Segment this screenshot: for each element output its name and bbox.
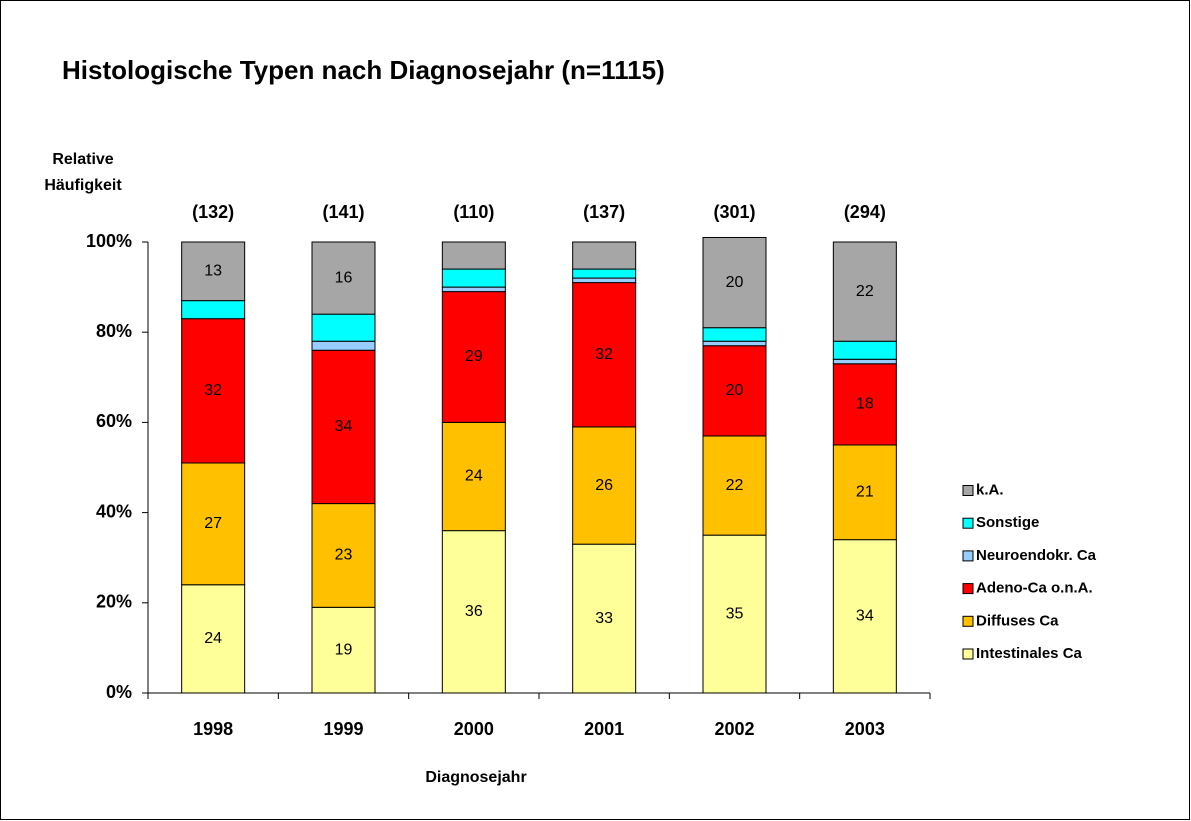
- data-label: 27: [204, 515, 222, 532]
- bar-segment: [702, 327, 767, 342]
- data-label: 13: [204, 263, 222, 280]
- legend-swatch: [962, 648, 974, 660]
- bar-segment: [181, 300, 246, 320]
- x-tick-label: 2000: [454, 719, 494, 739]
- bar-segment: [311, 313, 376, 342]
- data-label: 19: [335, 641, 353, 658]
- bar-segment: [441, 286, 506, 293]
- x-tick-label: 1999: [323, 719, 363, 739]
- data-label: 16: [335, 269, 353, 286]
- bar-segment: [832, 539, 897, 694]
- bar-segment: [572, 426, 637, 545]
- bar-segment: [702, 340, 767, 347]
- data-label: 22: [726, 477, 744, 494]
- data-label: 29: [465, 348, 483, 365]
- bar-segment: [572, 268, 637, 279]
- bar-segment: [441, 291, 506, 423]
- data-label: 33: [595, 610, 613, 627]
- legend-swatch: [962, 583, 974, 595]
- data-label: 18: [856, 396, 874, 413]
- bar-segment: [572, 241, 637, 270]
- bar-segment: [181, 241, 246, 302]
- bar-segment: [572, 277, 637, 284]
- legend-swatch: [962, 485, 974, 496]
- bar-segment: [572, 543, 637, 694]
- y-tick-label: 100%: [86, 231, 132, 251]
- bar-segment: [311, 340, 376, 351]
- bar-segment: [441, 241, 506, 270]
- legend-label: Adeno-Ca o.n.A.: [976, 580, 1093, 597]
- bar-segment: [441, 268, 506, 288]
- bar-segment: [311, 606, 376, 694]
- y-tick-label: 20%: [96, 592, 132, 612]
- bar-segment: [311, 503, 376, 608]
- bar-annotation: (294): [844, 202, 886, 222]
- data-label: 34: [856, 608, 874, 625]
- bar-segment: [441, 530, 506, 694]
- data-label: 24: [465, 468, 483, 485]
- x-tick-label: 2002: [714, 719, 754, 739]
- chart-title: Histologische Typen nach Diagnosejahr (n…: [62, 55, 665, 85]
- bar-annotation: (301): [713, 202, 755, 222]
- bar-segment: [702, 236, 767, 329]
- bar-segment: [311, 241, 376, 315]
- bar-segment: [702, 534, 767, 694]
- bar-segment: [832, 340, 897, 360]
- data-label: 32: [595, 346, 613, 363]
- data-label: 22: [856, 283, 874, 300]
- bar-segment: [181, 462, 246, 586]
- bar-segment: [832, 363, 897, 446]
- data-label: 21: [856, 484, 874, 501]
- bar-annotation: (141): [322, 202, 364, 222]
- bar-segment: [311, 349, 376, 505]
- bar-segment: [572, 282, 637, 428]
- x-tick-label: 1998: [193, 719, 233, 739]
- legend-label: k.A.: [976, 481, 1004, 498]
- x-axis-label: Diagnosejahr: [425, 769, 526, 786]
- data-label: 26: [595, 477, 613, 494]
- legend-label: Intestinales Ca: [976, 645, 1083, 662]
- data-label: 20: [726, 274, 744, 291]
- data-label: 20: [726, 382, 744, 399]
- data-label: 24: [204, 630, 222, 647]
- y-axis-label: Häufigkeit: [44, 177, 122, 194]
- bar-segment: [702, 435, 767, 536]
- bar-annotation: (132): [192, 202, 234, 222]
- data-label: 23: [335, 547, 353, 564]
- legend-label: Neuroendokr. Ca: [976, 547, 1097, 564]
- bar-segment: [832, 241, 897, 342]
- bar-segment: [181, 584, 246, 694]
- data-label: 34: [335, 418, 353, 435]
- bar-annotation: (110): [453, 202, 494, 222]
- bar-annotation: (137): [583, 202, 625, 222]
- y-tick-label: 40%: [96, 501, 132, 521]
- data-label: 35: [726, 605, 744, 622]
- legend-label: Sonstige: [976, 514, 1039, 531]
- y-tick-label: 60%: [96, 411, 132, 431]
- x-tick-label: 2001: [584, 719, 624, 739]
- y-tick-label: 80%: [96, 321, 132, 341]
- bar-segment: [441, 421, 506, 532]
- data-label: 36: [465, 603, 483, 620]
- legend-swatch: [962, 615, 974, 627]
- legend-label: Diffuses Ca: [976, 612, 1059, 629]
- legend-swatch: [962, 517, 974, 529]
- data-label: 32: [204, 382, 222, 399]
- bar-segment: [832, 444, 897, 541]
- bar-segment: [832, 358, 897, 365]
- legend-swatch: [962, 550, 974, 562]
- x-tick-label: 2003: [845, 719, 885, 739]
- y-tick-label: 0%: [106, 682, 132, 702]
- y-axis-label: Relative: [52, 151, 113, 168]
